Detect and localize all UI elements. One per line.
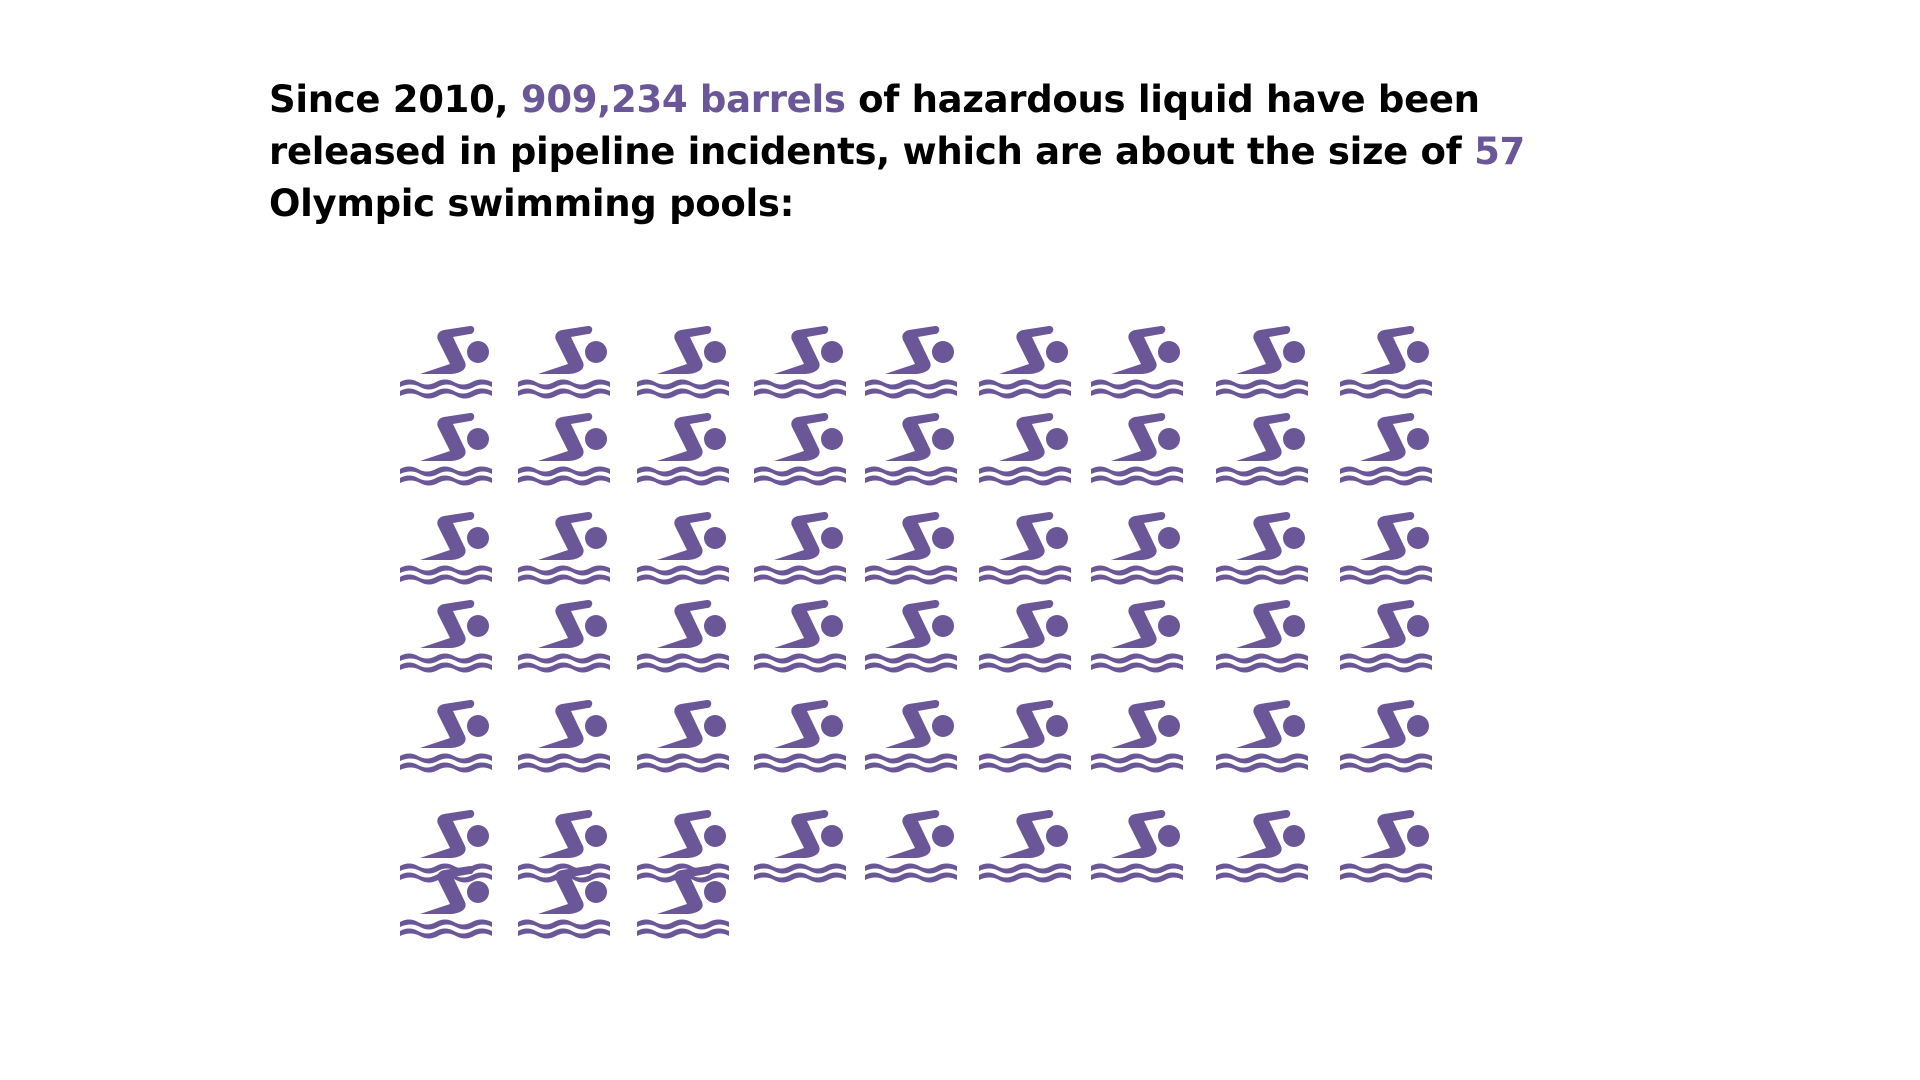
swimmer-icon: [979, 511, 1071, 585]
swimmer-icon: [979, 809, 1071, 883]
swimmer-icon: [865, 412, 957, 486]
swimmer-icon: [865, 599, 957, 673]
swimmer-icon: [1216, 699, 1308, 773]
swimmer-icon: [754, 511, 846, 585]
swimmer-icon: [518, 699, 610, 773]
swimmer-icon: [637, 699, 729, 773]
swimmer-icon: [754, 412, 846, 486]
barrels-highlight: 909,234 barrels: [520, 78, 846, 121]
swimmer-icon: [979, 325, 1071, 399]
swimmer-icon: [518, 325, 610, 399]
swimmer-icon: [1216, 599, 1308, 673]
swimmer-icon: [865, 325, 957, 399]
swimmer-icon: [1216, 412, 1308, 486]
swimmer-icon: [637, 511, 729, 585]
swimmer-icon: [637, 599, 729, 673]
swimmer-icon: [979, 599, 1071, 673]
swimmer-icon: [754, 809, 846, 883]
swimmer-icon: [400, 511, 492, 585]
headline-part-1: Since 2010,: [269, 78, 521, 121]
swimmer-icon: [1091, 809, 1183, 883]
swimmer-icon: [400, 699, 492, 773]
swimmer-icon: [400, 599, 492, 673]
swimmer-icon: [1216, 809, 1308, 883]
swimmer-icon: [865, 809, 957, 883]
swimmer-icon: [865, 511, 957, 585]
headline-part-2: of hazardous liquid have been released i…: [269, 78, 1480, 173]
swimmer-icon: [1091, 699, 1183, 773]
swimmer-icon: [1340, 809, 1432, 883]
swimmer-icon: [400, 412, 492, 486]
swimmer-icon: [1091, 325, 1183, 399]
swimmer-icon: [637, 325, 729, 399]
swimmer-icon: [1091, 599, 1183, 673]
swimmer-icon: [754, 599, 846, 673]
swimmer-icon: [1216, 325, 1308, 399]
swimmer-icon: [518, 511, 610, 585]
swimmer-icon: [400, 325, 492, 399]
swimmer-icon: [1216, 511, 1308, 585]
swimmer-icon: [518, 599, 610, 673]
swimmer-icon: [865, 699, 957, 773]
swimmer-icon: [518, 412, 610, 486]
swimmer-icon: [979, 699, 1071, 773]
headline-part-3: Olympic swimming pools:: [269, 182, 795, 225]
swimmer-icon: [754, 325, 846, 399]
pool-count-highlight: 57: [1474, 130, 1525, 173]
swimmer-icon: [1340, 511, 1432, 585]
swimmer-icon: [754, 699, 846, 773]
swimmer-icon: [1091, 511, 1183, 585]
swimmer-icon: [979, 412, 1071, 486]
swimmer-icon: [1340, 599, 1432, 673]
swimmer-icon: [637, 412, 729, 486]
swimmer-icon: [1340, 699, 1432, 773]
swimmer-icon: [1340, 325, 1432, 399]
swimmer-icon: [1091, 412, 1183, 486]
swimmer-icon: [1340, 412, 1432, 486]
headline: Since 2010, 909,234 barrels of hazardous…: [269, 74, 1669, 230]
